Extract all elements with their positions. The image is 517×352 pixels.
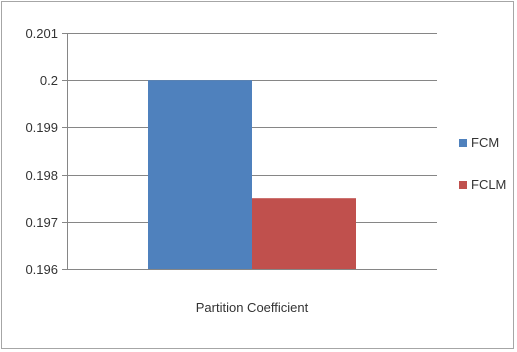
y-axis-ticks: 0.196 0.197 0.198 0.199 0.2 0.201 <box>25 26 58 277</box>
legend: FCM FCLM <box>459 135 506 192</box>
y-tick-label: 0.196 <box>25 262 58 277</box>
y-tick-label: 0.201 <box>25 26 58 41</box>
y-tick-label: 0.2 <box>40 73 58 88</box>
legend-label-fclm: FCLM <box>471 177 506 192</box>
x-category-label: Partition Coefficient <box>196 300 309 315</box>
bar-fcm <box>148 80 252 269</box>
legend-swatch-fclm <box>459 181 467 189</box>
y-tick-label: 0.197 <box>25 215 58 230</box>
legend-swatch-fcm <box>459 139 467 147</box>
bars <box>148 80 356 269</box>
x-axis-categories: Partition Coefficient <box>196 300 309 315</box>
bar-fclm <box>252 198 356 269</box>
y-tick-label: 0.199 <box>25 120 58 135</box>
y-tick-label: 0.198 <box>25 168 58 183</box>
legend-label-fcm: FCM <box>471 135 499 150</box>
